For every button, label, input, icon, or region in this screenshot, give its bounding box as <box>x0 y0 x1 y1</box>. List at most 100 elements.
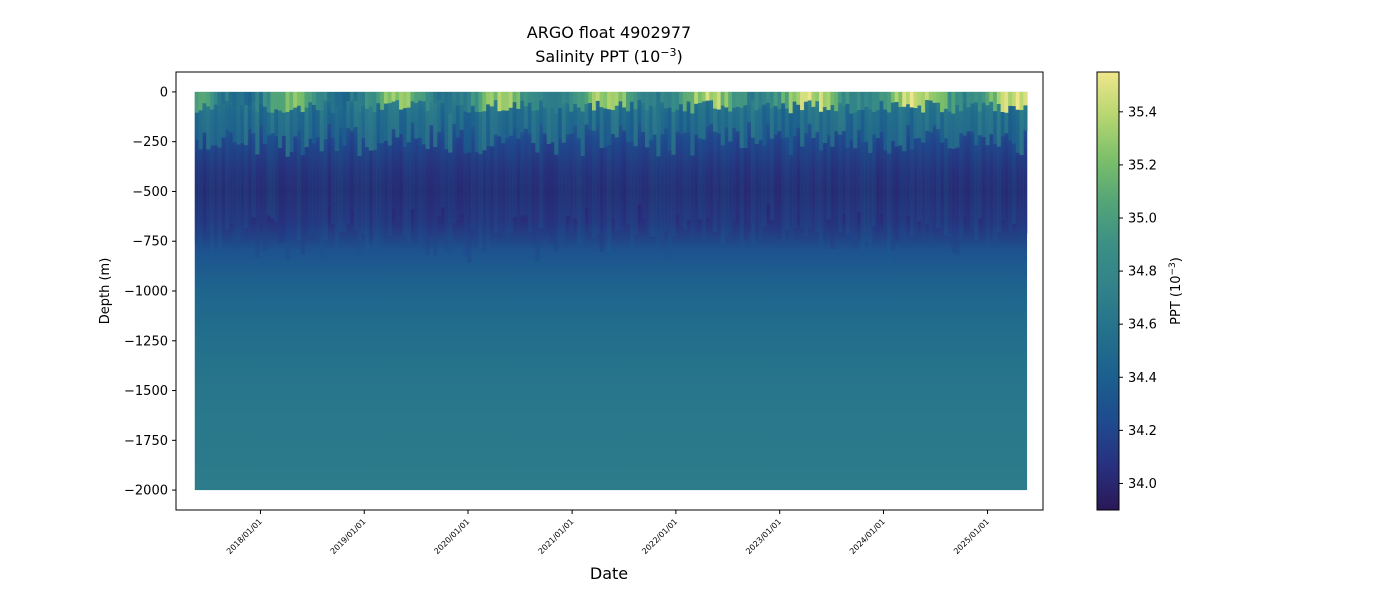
thermocline-cell <box>856 130 862 212</box>
surface-cell <box>841 91 847 106</box>
subsurface-cell <box>709 100 714 125</box>
surface-cell <box>361 91 366 106</box>
thermocline-cell <box>981 137 987 239</box>
surface-cell <box>1023 91 1028 106</box>
subsurface-cell <box>849 113 854 141</box>
thermocline-cell <box>758 140 763 240</box>
thermocline-cell <box>243 145 249 229</box>
thermocline-cell <box>607 145 612 254</box>
colorbar-tick-label: 34.4 <box>1128 371 1157 386</box>
surface-cell <box>421 91 427 102</box>
chart-subtitle-sup: −3 <box>660 46 676 59</box>
subsurface-cell <box>860 109 865 143</box>
surface-cell <box>436 91 442 101</box>
subsurface-cell <box>414 103 419 139</box>
thermocline-cell <box>781 138 786 246</box>
subsurface-cell <box>856 110 862 131</box>
subsurface-cell <box>565 103 570 135</box>
thermocline-cell <box>936 129 941 228</box>
subsurface-cell <box>346 101 351 128</box>
subsurface-cell <box>906 104 911 126</box>
thermocline-cell <box>342 145 347 232</box>
y-tick-label: −750 <box>132 235 168 250</box>
thermocline-cell <box>467 152 472 263</box>
thermocline-cell <box>762 146 767 228</box>
surface-cell <box>365 91 370 109</box>
subsurface-cell <box>561 104 567 143</box>
surface-cell <box>807 91 813 101</box>
subsurface-cell <box>217 104 222 148</box>
thermocline-cell <box>675 131 680 215</box>
surface-cell <box>474 91 480 112</box>
surface-cell <box>626 91 631 112</box>
subsurface-cell <box>508 107 514 136</box>
surface-cell <box>697 91 703 103</box>
subsurface-cell <box>557 107 563 139</box>
surface-cell <box>652 91 657 106</box>
surface-cell <box>319 91 324 111</box>
surface-cell <box>565 91 570 104</box>
surface-cell <box>296 91 302 106</box>
x-tick-label: 2024/01/01 <box>848 517 887 556</box>
surface-cell <box>387 91 393 104</box>
thermocline-cell <box>728 141 733 233</box>
surface-cell <box>368 91 374 107</box>
thermocline-cell <box>694 134 699 227</box>
subsurface-cell <box>1000 112 1005 137</box>
surface-cell <box>981 91 987 103</box>
thermocline-cell <box>399 134 404 233</box>
surface-cell <box>818 91 824 112</box>
thermocline-cell <box>641 132 646 220</box>
surface-cell <box>342 91 347 113</box>
subsurface-cell <box>667 107 673 151</box>
surface-cell <box>648 91 654 106</box>
surface-cell <box>376 91 381 104</box>
subsurface-cell <box>720 105 726 146</box>
surface-cell <box>940 91 945 113</box>
surface-cell <box>274 91 279 110</box>
thermocline-cell <box>682 132 688 230</box>
surface-cell <box>493 91 499 101</box>
thermocline-cell <box>368 150 374 242</box>
surface-cell <box>777 91 782 110</box>
thermocline-cell <box>909 149 915 237</box>
subsurface-cell <box>603 108 608 148</box>
thermocline-cell <box>565 134 570 216</box>
thermocline-cell <box>853 148 858 249</box>
subsurface-cell <box>898 106 903 146</box>
surface-cell <box>206 91 211 107</box>
subsurface-cell <box>470 105 476 127</box>
colorbar-ticks: 34.0 34.2 34.4 34.6 34.8 35.0 35.2 35.4 <box>1119 105 1157 492</box>
subsurface-cell <box>584 103 589 125</box>
subsurface-cell <box>365 108 370 147</box>
surface-cell <box>989 91 994 102</box>
subsurface-cell <box>338 105 343 128</box>
subsurface-cell <box>845 103 850 148</box>
thermocline-cell <box>871 134 877 227</box>
subsurface-cell <box>1023 105 1028 131</box>
thermocline-cell <box>580 156 586 249</box>
subsurface-cell <box>784 108 790 138</box>
subsurface-cell <box>539 100 544 124</box>
subsurface-cell <box>724 107 729 128</box>
thermocline-cell <box>202 132 207 234</box>
subsurface-cell <box>247 105 253 130</box>
subsurface-cell <box>376 103 381 144</box>
subsurface-cell <box>236 108 241 145</box>
surface-cell <box>539 91 544 101</box>
thermocline-cell <box>486 146 491 252</box>
subsurface-cell <box>913 108 918 139</box>
surface-cell <box>890 91 896 103</box>
subsurface-cell <box>243 105 249 146</box>
heatmap-surface-layer <box>194 91 1028 263</box>
thermocline-cell <box>501 143 506 239</box>
thermocline-cell <box>890 140 896 251</box>
thermocline-cell <box>993 144 998 244</box>
subsurface-cell <box>701 101 707 140</box>
surface-cell <box>194 91 200 113</box>
subsurface-cell <box>504 110 510 139</box>
surface-cell <box>588 91 593 104</box>
surface-cell <box>247 91 253 106</box>
subsurface-cell <box>357 111 362 156</box>
